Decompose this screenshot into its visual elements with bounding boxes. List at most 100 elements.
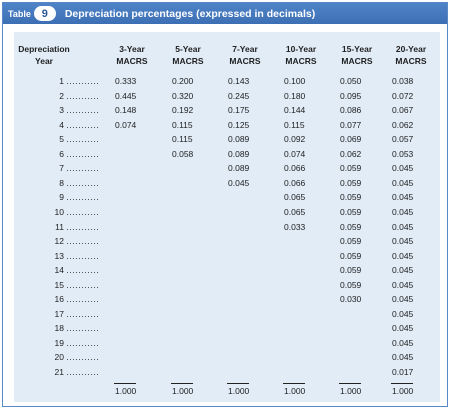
total-rule bbox=[227, 383, 249, 384]
dot-leader bbox=[67, 243, 99, 245]
total-cell: 1.000 bbox=[228, 386, 250, 396]
dot-leader bbox=[67, 228, 99, 230]
row-year-label: 11 bbox=[55, 221, 64, 232]
table-cell: 0.074 bbox=[115, 119, 137, 130]
dot-leader bbox=[67, 315, 99, 317]
table-cell: 0.059 bbox=[340, 177, 362, 188]
table-cell: 0.017 bbox=[392, 367, 414, 377]
dot-leader bbox=[67, 330, 99, 332]
table-cell: 0.053 bbox=[392, 148, 414, 159]
row-year-label: 21 bbox=[54, 367, 64, 377]
table-cell: 0.125 bbox=[228, 119, 250, 130]
table-cell: 0.045 bbox=[392, 163, 414, 174]
dot-leader bbox=[67, 344, 99, 346]
table-cell: 0.045 bbox=[392, 177, 414, 188]
table-cell: 0.144 bbox=[284, 105, 306, 116]
dot-leader bbox=[67, 112, 99, 114]
table-cell: 0.115 bbox=[172, 134, 193, 145]
table-cell: 0.057 bbox=[392, 134, 414, 145]
table-cell: 0.045 bbox=[392, 265, 414, 276]
dot-leader bbox=[67, 170, 99, 172]
table-cell: 0.072 bbox=[392, 90, 414, 101]
table-title-bar: Table 9 Depreciation percentages (expres… bbox=[3, 3, 447, 24]
row-year-label: 13 bbox=[54, 250, 64, 261]
table-cell: 0.143 bbox=[228, 76, 250, 86]
table-cell: 0.089 bbox=[228, 148, 250, 159]
table-cell: 0.059 bbox=[340, 221, 362, 232]
table-cell: 0.045 bbox=[392, 250, 414, 261]
row-year-label: 20 bbox=[54, 352, 64, 363]
table-cell: 0.030 bbox=[340, 294, 362, 305]
header-macrs-6: 20-Year MACRS bbox=[395, 44, 427, 66]
table-cell: 0.192 bbox=[172, 105, 194, 116]
row-year-label: 16 bbox=[54, 294, 64, 305]
table-cell: 0.045 bbox=[392, 221, 414, 232]
table-cell: 0.059 bbox=[340, 206, 362, 217]
row-year-label: 18 bbox=[54, 323, 64, 334]
table-cell: 0.074 bbox=[284, 148, 306, 159]
row-year-label: 5 bbox=[59, 134, 64, 145]
header-depreciation-year: Depreciation Year bbox=[18, 44, 70, 66]
table-cell: 0.059 bbox=[340, 192, 362, 203]
table-cell: 0.059 bbox=[340, 279, 362, 290]
total-cell: 1.000 bbox=[172, 386, 194, 396]
total-cell: 1.000 bbox=[340, 386, 362, 396]
row-year-label: 14 bbox=[54, 265, 64, 276]
table-cell: 0.045 bbox=[392, 236, 414, 247]
total-rule bbox=[114, 383, 136, 384]
table-cell: 0.067 bbox=[392, 105, 414, 116]
total-cell: 1.000 bbox=[392, 386, 414, 396]
table-cell: 0.058 bbox=[172, 148, 194, 159]
table-cell: 0.045 bbox=[392, 279, 414, 290]
table-cell: 0.333 bbox=[115, 76, 137, 86]
table-cell: 0.077 bbox=[340, 119, 362, 130]
table-cell: 0.045 bbox=[392, 308, 414, 319]
row-year-label: 12 bbox=[54, 236, 64, 247]
table-cell: 0.089 bbox=[228, 163, 250, 174]
row-year-label: 7 bbox=[59, 163, 64, 174]
table-cell: 0.095 bbox=[340, 90, 362, 101]
row-year-label: 10 bbox=[54, 206, 64, 217]
dot-leader bbox=[67, 83, 99, 84]
row-year-label: 2 bbox=[59, 90, 64, 101]
table-cell: 0.245 bbox=[228, 90, 250, 101]
dot-leader bbox=[67, 286, 99, 288]
table-cell: 0.089 bbox=[228, 134, 250, 145]
header-macrs-1: 3-Year MACRS bbox=[116, 44, 148, 66]
table-cell: 0.086 bbox=[340, 105, 362, 116]
dot-leader bbox=[67, 359, 99, 361]
table-cell: 0.115 bbox=[284, 119, 305, 130]
total-rule bbox=[339, 383, 361, 384]
table-cell: 0.180 bbox=[284, 90, 306, 101]
table-cell: 0.175 bbox=[228, 105, 250, 116]
dot-leader bbox=[67, 213, 99, 215]
table-cell: 0.045 bbox=[392, 352, 414, 363]
table-cell: 0.033 bbox=[284, 221, 306, 232]
table-cell: 0.059 bbox=[340, 265, 362, 276]
header-macrs-4: 10-Year MACRS bbox=[285, 44, 317, 66]
table-cell: 0.045 bbox=[392, 323, 414, 334]
dot-leader bbox=[67, 141, 99, 143]
table-number-badge: 9 bbox=[33, 6, 56, 21]
total-cell: 1.000 bbox=[284, 386, 306, 396]
row-year-label: 19 bbox=[54, 337, 64, 348]
table-cell: 0.045 bbox=[228, 177, 250, 188]
row-year-label: 1 bbox=[59, 76, 64, 86]
table-cell: 0.069 bbox=[340, 134, 362, 145]
table-cell: 0.059 bbox=[340, 236, 362, 247]
table-cell: 0.045 bbox=[392, 206, 414, 217]
table-frame: Table 9 Depreciation percentages (expres… bbox=[2, 2, 448, 407]
depreciation-table: Depreciation Year 3-Year MACRS 5-Year MACRS 7-… bbox=[14, 32, 440, 402]
dot-leader bbox=[67, 257, 99, 259]
table-cell: 0.065 bbox=[284, 192, 306, 203]
dot-leader bbox=[67, 184, 99, 186]
row-year-label: 15 bbox=[54, 279, 64, 290]
row-year-label: 3 bbox=[59, 105, 64, 116]
table-cell: 0.066 bbox=[284, 163, 306, 174]
row-year-label: 8 bbox=[59, 177, 64, 188]
table-cell: 0.038 bbox=[392, 76, 414, 86]
table-cell: 0.050 bbox=[340, 76, 362, 86]
row-year-label: 4 bbox=[59, 119, 64, 130]
table-cell: 0.062 bbox=[340, 148, 362, 159]
total-rule bbox=[283, 383, 305, 384]
